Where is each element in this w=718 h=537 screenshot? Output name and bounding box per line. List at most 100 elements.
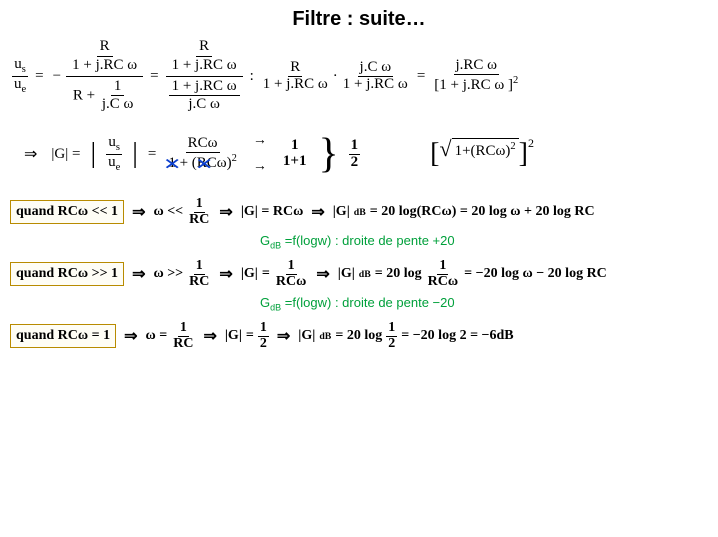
c2-gdb-sub: dB xyxy=(359,269,371,280)
c3-mid: = 20 log xyxy=(335,328,382,344)
eq4: = xyxy=(417,68,425,85)
c3-dbn: 1 xyxy=(386,321,397,337)
s2-bd: j.C ω xyxy=(185,96,223,114)
annotation-2: GdB =f(logw) : droite de pente −20 xyxy=(260,295,708,313)
a1-rest: =f(logw) : droite de pente +20 xyxy=(281,233,454,248)
gfbs: e xyxy=(116,162,121,173)
c2-gdb: |G| xyxy=(338,266,355,282)
a1-g: G xyxy=(260,233,270,248)
gfb: u xyxy=(108,154,116,170)
s1-nn: R xyxy=(97,38,113,57)
s1-nd: 1 + j.RC ω xyxy=(69,57,140,75)
a2-sub: dB xyxy=(270,303,281,313)
lhs-num-sub: s xyxy=(22,64,26,75)
case1-row: quand RCω << 1 ⇒ ω << 1 RC ⇒ |G| = RCω ⇒… xyxy=(10,197,708,227)
c3-fn: 1 xyxy=(178,321,189,337)
c2-rhs: = −20 log ω − 20 log RC xyxy=(464,266,607,282)
implies1: ⇒ xyxy=(24,144,37,164)
implies: ⇒ xyxy=(203,326,216,346)
c3-dbd: 2 xyxy=(386,337,397,352)
case3-cond: quand RCω = 1 xyxy=(10,324,116,348)
c2-gfn: 1 xyxy=(286,259,297,275)
c3-fd: RC xyxy=(171,337,195,352)
m1d: 1 + j.RC ω xyxy=(261,77,330,93)
half-n: 1 xyxy=(349,138,361,155)
c1-rhs: = 20 log(RCω) = 20 log ω + 20 log RC xyxy=(370,204,595,220)
c2-ge: = xyxy=(262,266,270,282)
implies: ⇒ xyxy=(124,326,137,346)
c3-gdb-sub: dB xyxy=(319,331,331,342)
eq-lim: = xyxy=(148,146,156,163)
arrow-icon: → xyxy=(253,159,267,175)
lhs-den: u xyxy=(14,76,22,92)
a2-g: G xyxy=(260,295,270,310)
arrow-icon: → xyxy=(253,133,267,149)
c2-gl: |G| xyxy=(241,266,258,282)
c1-fd: RC xyxy=(187,213,211,228)
c2-fn: 1 xyxy=(194,259,205,275)
main-equation: us ue = − R 1 + j.RC ω R + 1 j.C ω = R 1… xyxy=(12,37,708,115)
s2-bn: 1 + j.RC ω xyxy=(169,78,240,97)
c2-mid: = 20 log xyxy=(375,266,422,282)
s1-dl: R + xyxy=(73,87,95,103)
implies: ⇒ xyxy=(219,202,232,222)
m1n: R xyxy=(288,60,302,77)
c3-rhs: = −20 log 2 = −6dB xyxy=(401,328,513,344)
fd: [1 + j.RC ω ] xyxy=(434,77,513,93)
s2-td: 1 + j.RC ω xyxy=(169,57,240,75)
implies: ⇒ xyxy=(316,264,329,284)
s2-tn: R xyxy=(196,38,212,57)
c2-dbd: RCω xyxy=(426,275,460,290)
a2-rest: =f(logw) : droite de pente −20 xyxy=(281,295,454,310)
m2d: 1 + j.RC ω xyxy=(341,77,410,93)
implies: ⇒ xyxy=(219,264,232,284)
implies: ⇒ xyxy=(311,202,324,222)
c2-gfd: RCω xyxy=(274,275,308,290)
c3-gfd: 2 xyxy=(258,337,269,352)
dot1: · xyxy=(333,68,338,85)
c1-g: |G| = RCω xyxy=(241,204,304,220)
implies: ⇒ xyxy=(132,202,145,222)
c1-gdb-sub: dB xyxy=(354,207,366,218)
limfd-exp: 2 xyxy=(232,153,237,164)
case2-row: quand RCω >> 1 ⇒ ω >> 1 RC ⇒ |G| = 1 RCω… xyxy=(10,259,708,289)
implies: ⇒ xyxy=(132,264,145,284)
c2-dbn: 1 xyxy=(437,259,448,275)
c1-r1: ω << xyxy=(153,204,183,220)
a1-sub: dB xyxy=(270,241,281,251)
lim-top: 1 xyxy=(289,138,301,154)
c3-gl: |G| xyxy=(225,328,242,344)
case2-cond: quand RCω >> 1 xyxy=(10,262,124,286)
gfts: s xyxy=(116,142,120,153)
implies: ⇒ xyxy=(277,326,290,346)
outer-exp: 2 xyxy=(528,136,534,151)
fn: j.RC ω xyxy=(454,58,500,75)
c1-gdb: |G| xyxy=(333,204,350,220)
eq3: : xyxy=(250,68,254,85)
annotation-1: GdB =f(logw) : droite de pente +20 xyxy=(260,233,708,251)
fd-exp: 2 xyxy=(513,75,518,86)
c2-fd: RC xyxy=(187,275,211,290)
eq2: = xyxy=(150,68,158,85)
c3-gdb: |G| xyxy=(298,328,315,344)
c3-gfn: 1 xyxy=(258,321,269,337)
m2n: j.C ω xyxy=(358,60,394,77)
case3-row: quand RCω = 1 ⇒ ω = 1 RC ⇒ |G| = 1 2 ⇒ |… xyxy=(10,321,708,351)
cross-icon: × xyxy=(196,152,214,175)
limit-row: ⇒ |G| = | us ue | = RCω 1 + (RCω)2 × × →… xyxy=(20,133,708,175)
minus: − xyxy=(53,68,61,85)
case1-cond: quand RCω << 1 xyxy=(10,200,124,224)
c2-r1: ω >> xyxy=(153,266,183,282)
s1-dfn: 1 xyxy=(111,78,125,97)
lhs-den-sub: e xyxy=(22,84,27,95)
lhs-num: u xyxy=(14,56,22,72)
s1-dfd: j.C ω xyxy=(99,96,137,114)
c1-fn: 1 xyxy=(194,197,205,213)
eq1: = xyxy=(35,68,43,85)
cross-icon: × xyxy=(164,152,182,175)
sqrt-exp: 2 xyxy=(510,141,515,152)
sqrt-inner: 1+(RCω) xyxy=(455,143,511,159)
half-d: 2 xyxy=(349,155,361,171)
c3-r1: ω = xyxy=(145,328,167,344)
right-brace-icon: } xyxy=(318,133,338,175)
